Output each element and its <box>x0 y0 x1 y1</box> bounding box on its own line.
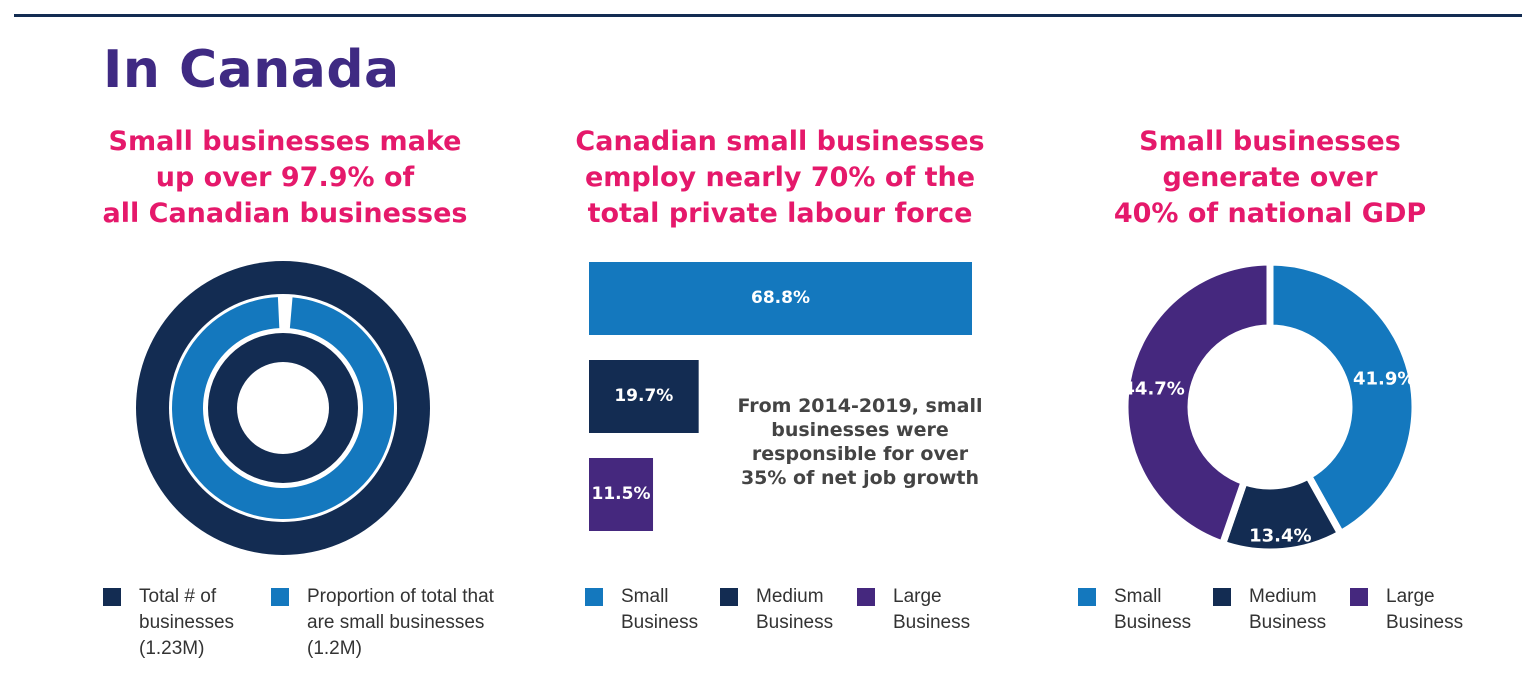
bar-data-label: 68.8% <box>751 287 810 308</box>
donut-slice-large-business <box>1121 258 1274 549</box>
bar-large-business <box>589 458 654 531</box>
subtitle-line: Canadian small businesses <box>575 126 985 157</box>
subtitle-line: Small businesses make <box>108 126 462 157</box>
subtitle-businesses: Small businesses make up over 97.9% of a… <box>90 124 480 232</box>
legend-swatch <box>857 588 875 606</box>
legend-label: Medium Business <box>1249 586 1327 633</box>
subtitle-line: up over 97.9% of <box>155 162 415 193</box>
subtitle-labour: Canadian small businesses employ nearly … <box>570 124 990 232</box>
subtitle-line: total private labour force <box>587 198 973 229</box>
legend-swatch <box>271 588 289 606</box>
subtitle-line: 40% of national GDP <box>1113 198 1427 229</box>
legend-label: Proportion of total that are small busine… <box>307 586 494 659</box>
bar-data-label: 11.5% <box>591 483 651 504</box>
legend-label: Small Business <box>621 586 699 633</box>
legend-swatch <box>1350 588 1368 606</box>
legend-swatch <box>1078 588 1096 606</box>
legend-swatch <box>585 588 603 606</box>
legend-label: Total # of businesses (1.23M) <box>139 586 235 659</box>
legend-label: Large Business <box>1386 586 1464 633</box>
donut-data-label: 41.9% <box>1353 368 1415 389</box>
bar-medium-business <box>589 360 699 433</box>
page-title: In Canada <box>103 40 400 100</box>
donut-hole <box>237 362 329 454</box>
bar-small-business <box>589 262 972 335</box>
legend-swatch <box>720 588 738 606</box>
subtitle-gdp: Small businesses generate over 40% of na… <box>1080 124 1460 232</box>
top-rule <box>14 14 1522 17</box>
subtitle-line: generate over <box>1162 162 1378 193</box>
job-growth-note: From 2014-2019, small businesses were re… <box>737 395 983 489</box>
subtitle-line: all Canadian businesses <box>102 198 468 229</box>
legend-label: Large Business <box>893 586 971 633</box>
subtitle-line: Small businesses <box>1139 126 1401 157</box>
subtitle-line: employ nearly 70% of the <box>584 162 976 193</box>
legend-swatch <box>103 588 121 606</box>
donut-slice-small-business <box>1266 258 1419 539</box>
donut-data-label: 44.7% <box>1122 378 1184 399</box>
donut-data-label: 13.4% <box>1249 526 1311 547</box>
legend-label: Small Business <box>1114 586 1192 633</box>
bar-data-label: 19.7% <box>614 385 674 406</box>
legend-label: Medium Business <box>756 586 834 633</box>
legend-swatch <box>1213 588 1231 606</box>
